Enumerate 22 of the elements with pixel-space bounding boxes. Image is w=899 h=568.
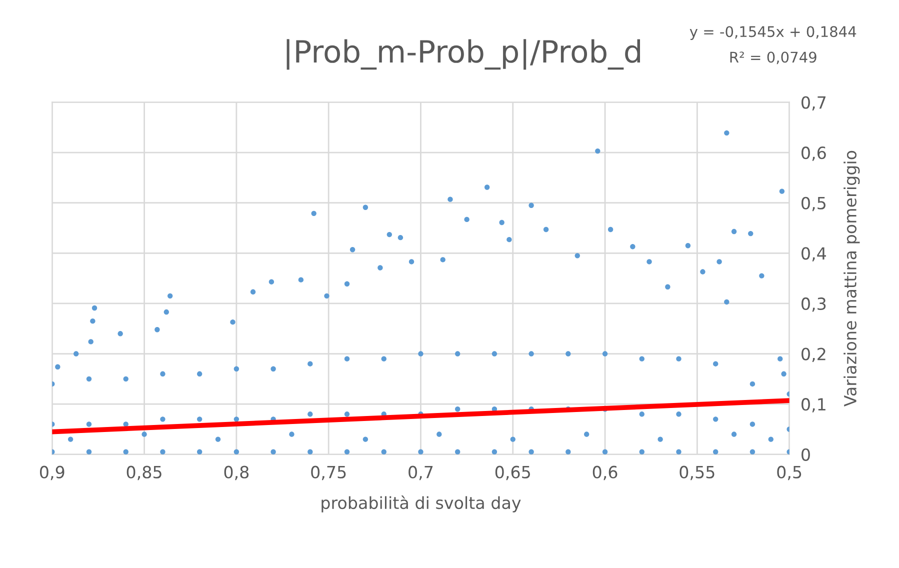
- x-tick-label: 0,65: [495, 466, 530, 480]
- y-tick-label: 0,3: [802, 297, 826, 312]
- y-tick-label: 0,7: [802, 96, 826, 111]
- chart-title: |Prob_m-Prob_p|/Prob_d: [286, 39, 640, 70]
- text: y = -0,1545x + 0,1844: [690, 26, 856, 40]
- x-tick-label: 0,5: [777, 466, 802, 480]
- y-tick-label: 0,1: [802, 398, 826, 412]
- text: R² = 0,0749: [730, 52, 816, 64]
- x-tick-label: 0,8: [224, 466, 249, 480]
- y-tick-label: 0,4: [802, 247, 826, 262]
- x-tick-label: 0,9: [40, 466, 64, 480]
- x-tick-label: 0,7: [408, 466, 433, 480]
- x-tick-label: 0,55: [680, 466, 714, 480]
- x-tick-label: 0,6: [592, 466, 618, 480]
- y-tick-label: 0: [802, 448, 810, 461]
- y-tick-label: 0,2: [802, 348, 826, 362]
- x-tick-label: 0,75: [311, 466, 346, 480]
- y-tick-label: 0,5: [802, 196, 826, 212]
- x-axis-title: probabilità di svolta day: [322, 496, 521, 512]
- y-axis-title: Variazione mattina pomeriggio: [844, 150, 860, 407]
- x-tick-label: 0,85: [126, 466, 162, 480]
- y-tick-label: 0,6: [802, 146, 826, 161]
